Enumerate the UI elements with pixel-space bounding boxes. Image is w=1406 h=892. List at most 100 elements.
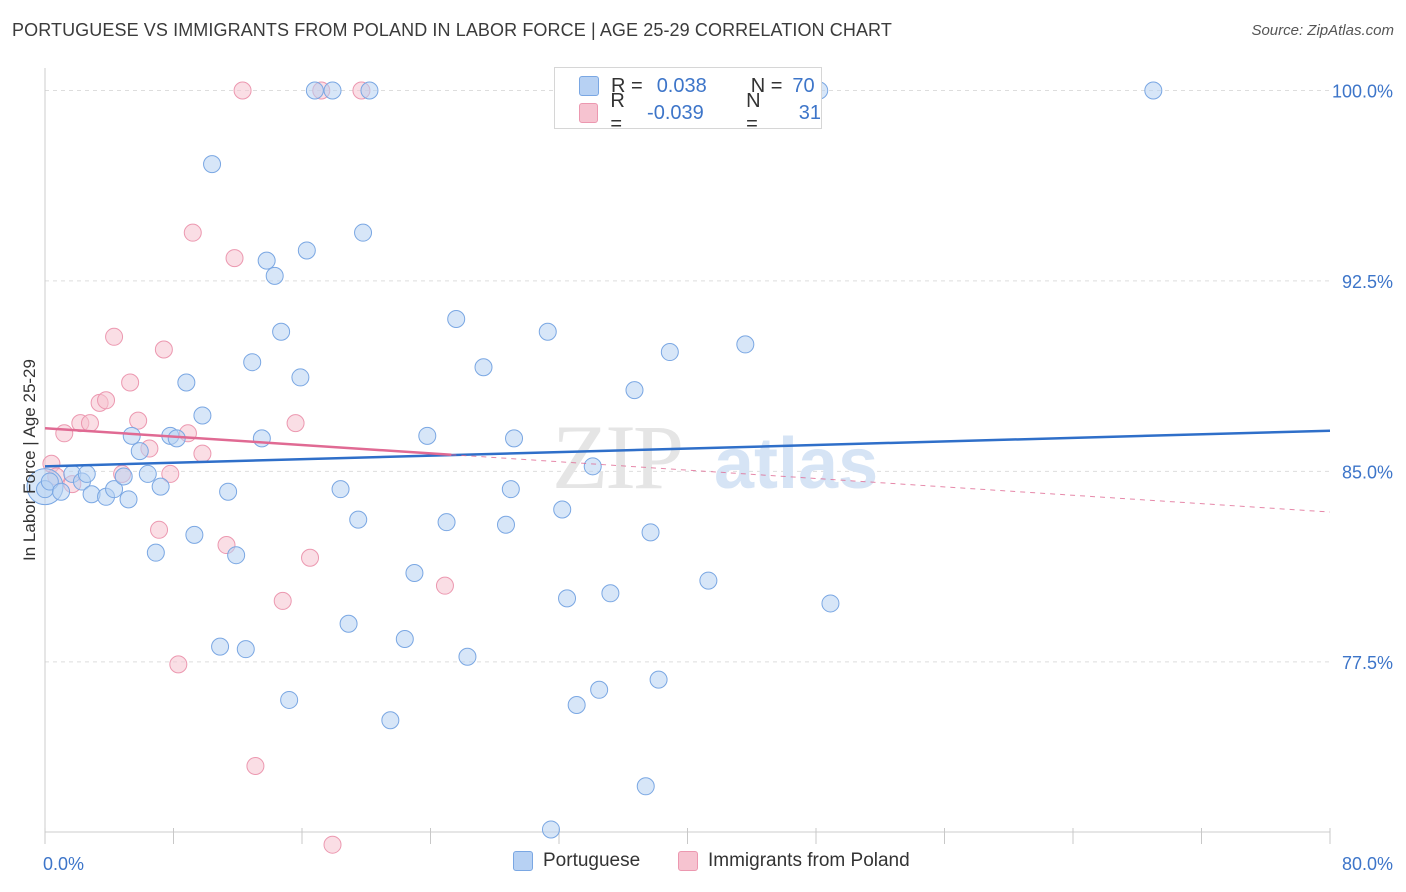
poland-point — [121, 373, 140, 392]
poland-point — [169, 655, 188, 674]
poland-point — [273, 591, 292, 610]
portuguese-point — [203, 155, 222, 174]
svg-text:ZIP: ZIP — [552, 406, 681, 508]
portuguese-point — [122, 426, 141, 445]
portuguese-point — [699, 571, 718, 590]
portuguese-point — [405, 563, 424, 582]
portuguese-point — [105, 480, 124, 499]
poland-point — [161, 464, 180, 483]
y-tick-label: 100.0% — [1332, 81, 1393, 101]
r-value: -0.039 — [647, 101, 704, 124]
portuguese-point — [821, 594, 840, 613]
portuguese-point — [146, 543, 165, 562]
portuguese-point — [77, 464, 96, 483]
poland-trend-line — [44, 426, 452, 456]
portuguese-points — [26, 81, 1163, 839]
legend-label-poland: Immigrants from Poland — [708, 850, 910, 871]
y-tick-label: 77.5% — [1342, 653, 1393, 673]
portuguese-point — [227, 546, 246, 565]
portuguese-point — [177, 373, 196, 392]
stats-row-poland: R = -0.039 N = 31 — [579, 90, 822, 135]
x-tick-label: 80.0% — [1342, 854, 1393, 874]
y-tick-label: 92.5% — [1342, 272, 1393, 292]
stats-legend: R = 0.038 N = 70 R = -0.039 N = 31 — [554, 67, 822, 135]
portuguese-point — [219, 482, 238, 501]
portuguese-point — [305, 81, 324, 100]
portuguese-point — [458, 647, 477, 666]
n-label: N = — [746, 90, 761, 135]
portuguese-point — [553, 500, 572, 519]
x-tick-label: 0.0% — [43, 854, 84, 874]
n-label: N = — [750, 74, 783, 97]
stats-row-portuguese: R = 0.038 N = 70 — [579, 72, 815, 100]
poland-point — [80, 414, 99, 433]
chart-source: Source: ZipAtlas.com — [1251, 22, 1394, 39]
portuguese-point — [52, 482, 71, 501]
portuguese-point — [331, 480, 350, 499]
portuguese-point — [496, 515, 515, 534]
portuguese-point — [339, 614, 358, 633]
trend-lines — [44, 426, 1331, 513]
portuguese-point — [541, 820, 560, 839]
poland-point — [55, 424, 74, 443]
portuguese-point — [211, 637, 230, 656]
r-label: R = — [611, 74, 643, 97]
portuguese-point — [538, 322, 557, 341]
portuguese-point — [1144, 81, 1163, 100]
portuguese-point — [381, 711, 400, 730]
portuguese-point — [474, 358, 493, 377]
portuguese-point — [280, 690, 299, 709]
axis-layer — [44, 68, 1331, 844]
portuguese-point — [583, 457, 602, 476]
portuguese-point — [114, 467, 133, 486]
portuguese-point — [625, 381, 644, 400]
portuguese-point — [360, 81, 379, 100]
poland-points — [42, 81, 454, 854]
grid-layer — [45, 89, 1330, 663]
portuguese-point — [418, 426, 437, 445]
portuguese-point — [193, 406, 212, 425]
portuguese-point — [297, 241, 316, 260]
n-value: 70 — [792, 74, 815, 97]
poland-legend-swatch — [678, 851, 698, 871]
portuguese-point — [736, 335, 755, 354]
portuguese-point — [265, 266, 284, 285]
legend-label-portuguese: Portuguese — [543, 850, 641, 871]
portuguese-point — [590, 680, 609, 699]
poland-trend-extension — [451, 454, 1331, 513]
portuguese-point — [243, 353, 262, 372]
bottom-legend: Portuguese Immigrants from Poland — [0, 850, 1406, 880]
poland-point — [435, 576, 454, 595]
portuguese-point — [660, 343, 679, 362]
legend-item-portuguese: Portuguese — [513, 850, 640, 872]
portuguese-point — [558, 589, 577, 608]
portuguese-point — [395, 630, 414, 648]
svg-text:atlas: atlas — [714, 424, 878, 504]
poland-point — [233, 81, 252, 100]
poland-point — [323, 835, 342, 854]
portuguese-point — [138, 464, 157, 483]
poland-point — [225, 249, 244, 268]
y-axis-label: In Labor Force | Age 25-29 — [20, 359, 39, 561]
r-label: R = — [610, 90, 625, 135]
portuguese-point — [447, 310, 466, 329]
poland-point — [246, 756, 265, 775]
n-value: 31 — [798, 101, 822, 124]
portuguese-point — [354, 223, 373, 242]
portuguese-trend-line — [44, 429, 1331, 468]
poland-point — [97, 391, 116, 410]
poland-point — [105, 327, 124, 346]
chart-title: PORTUGUESE VS IMMIGRANTS FROM POLAND IN … — [12, 20, 892, 40]
watermark: ZIP atlas — [552, 406, 878, 508]
portuguese-point — [40, 472, 59, 491]
poland-point — [301, 548, 320, 567]
portuguese-point — [636, 777, 655, 796]
portuguese-point — [185, 525, 204, 544]
r-value: 0.038 — [656, 74, 707, 97]
portuguese-point — [291, 368, 310, 387]
portuguese-point — [323, 81, 342, 100]
portuguese-point — [130, 442, 149, 461]
tick-labels: 77.5% 85.0% 92.5% 100.0% 0.0% 80.0% — [43, 81, 1393, 874]
portuguese-point — [151, 477, 170, 496]
